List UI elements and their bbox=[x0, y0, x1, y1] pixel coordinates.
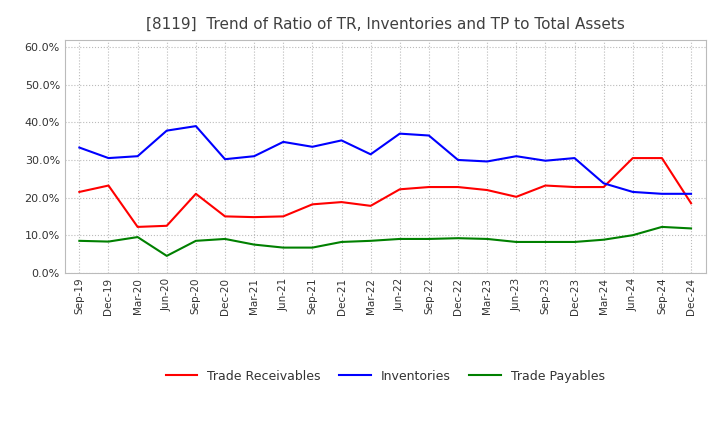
Trade Payables bbox=[687, 226, 696, 231]
Trade Payables bbox=[599, 237, 608, 242]
Trade Receivables bbox=[250, 214, 258, 220]
Inventories bbox=[395, 131, 404, 136]
Trade Receivables bbox=[163, 223, 171, 228]
Inventories bbox=[425, 133, 433, 138]
Trade Receivables bbox=[425, 184, 433, 190]
Inventories bbox=[337, 138, 346, 143]
Inventories bbox=[366, 152, 375, 157]
Trade Receivables bbox=[512, 194, 521, 199]
Inventories bbox=[687, 191, 696, 196]
Trade Receivables bbox=[454, 184, 462, 190]
Inventories bbox=[163, 128, 171, 133]
Inventories bbox=[220, 157, 229, 162]
Inventories bbox=[104, 155, 113, 161]
Trade Receivables bbox=[366, 203, 375, 209]
Trade Receivables bbox=[599, 184, 608, 190]
Line: Inventories: Inventories bbox=[79, 126, 691, 194]
Trade Payables bbox=[133, 235, 142, 240]
Inventories bbox=[629, 189, 637, 194]
Trade Receivables bbox=[657, 155, 666, 161]
Trade Receivables bbox=[483, 187, 492, 193]
Inventories bbox=[308, 144, 317, 150]
Trade Receivables bbox=[192, 191, 200, 196]
Trade Receivables bbox=[104, 183, 113, 188]
Inventories bbox=[192, 124, 200, 129]
Trade Payables bbox=[337, 239, 346, 245]
Trade Receivables bbox=[541, 183, 550, 188]
Title: [8119]  Trend of Ratio of TR, Inventories and TP to Total Assets: [8119] Trend of Ratio of TR, Inventories… bbox=[145, 16, 625, 32]
Trade Receivables bbox=[687, 201, 696, 206]
Trade Receivables bbox=[220, 214, 229, 219]
Trade Payables bbox=[541, 239, 550, 245]
Trade Payables bbox=[104, 239, 113, 244]
Trade Receivables bbox=[279, 214, 287, 219]
Trade Receivables bbox=[570, 184, 579, 190]
Trade Payables bbox=[279, 245, 287, 250]
Trade Payables bbox=[192, 238, 200, 243]
Line: Trade Payables: Trade Payables bbox=[79, 227, 691, 256]
Trade Receivables bbox=[75, 189, 84, 194]
Trade Payables bbox=[454, 235, 462, 241]
Inventories bbox=[599, 181, 608, 186]
Trade Payables bbox=[163, 253, 171, 259]
Trade Payables bbox=[220, 236, 229, 242]
Trade Payables bbox=[657, 224, 666, 230]
Trade Receivables bbox=[629, 155, 637, 161]
Trade Payables bbox=[512, 239, 521, 245]
Inventories bbox=[541, 158, 550, 163]
Trade Receivables bbox=[395, 187, 404, 192]
Trade Payables bbox=[75, 238, 84, 243]
Inventories bbox=[570, 155, 579, 161]
Trade Receivables bbox=[308, 202, 317, 207]
Trade Receivables bbox=[337, 199, 346, 205]
Inventories bbox=[250, 154, 258, 159]
Trade Receivables bbox=[133, 224, 142, 230]
Inventories bbox=[483, 159, 492, 164]
Inventories bbox=[657, 191, 666, 196]
Inventories bbox=[454, 158, 462, 163]
Trade Payables bbox=[366, 238, 375, 243]
Trade Payables bbox=[483, 236, 492, 242]
Inventories bbox=[512, 154, 521, 159]
Trade Payables bbox=[570, 239, 579, 245]
Inventories bbox=[279, 139, 287, 145]
Legend: Trade Receivables, Inventories, Trade Payables: Trade Receivables, Inventories, Trade Pa… bbox=[161, 365, 610, 388]
Trade Payables bbox=[308, 245, 317, 250]
Trade Payables bbox=[395, 236, 404, 242]
Trade Payables bbox=[250, 242, 258, 247]
Trade Payables bbox=[425, 236, 433, 242]
Inventories bbox=[75, 145, 84, 150]
Trade Payables bbox=[629, 233, 637, 238]
Line: Trade Receivables: Trade Receivables bbox=[79, 158, 691, 227]
Inventories bbox=[133, 154, 142, 159]
